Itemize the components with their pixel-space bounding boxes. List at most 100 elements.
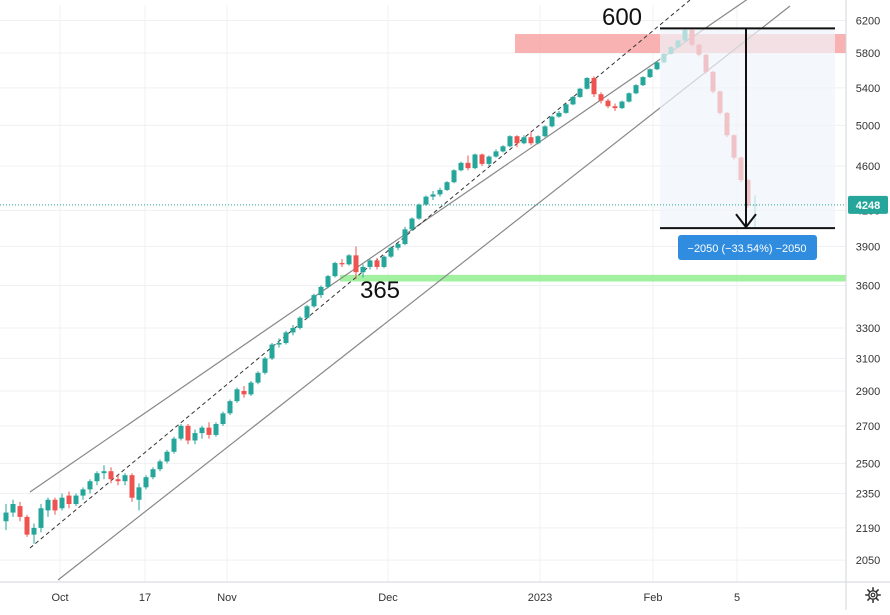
y-tick-label: 2050 [856,555,880,567]
y-tick-label: 6200 [856,15,880,27]
candle-body [549,116,555,127]
candle-body [507,136,513,147]
candle-body [514,136,520,144]
candle-body [402,229,408,245]
candle-body [262,358,268,373]
measure-area [660,28,835,229]
candle-body [353,255,359,273]
candle-body [220,413,226,425]
candle-body [360,266,366,273]
candle-body [178,425,184,439]
settings-button[interactable] [862,584,884,606]
candle-body [248,382,254,395]
y-tick-label: 2700 [856,421,880,433]
candle-body [241,390,247,395]
candle-body [115,479,121,482]
candle-body [388,247,394,257]
y-tick-label: 4600 [856,161,880,173]
candle-body [598,94,604,101]
y-tick-label: 3100 [856,353,880,365]
candle-body [101,471,107,474]
candle-body [395,244,401,248]
y-tick-label: 2900 [856,386,880,398]
candle-body [367,260,373,267]
candle-body [409,218,415,230]
candle-body [647,69,653,78]
x-tick-label: Dec [378,592,398,604]
candle-body [59,497,65,509]
annotation-label: 365 [360,277,400,304]
candle-body [10,504,16,513]
candle-body [136,487,142,500]
candle-body [479,154,485,164]
candle-body [640,77,646,86]
candle-body [255,372,261,383]
x-tick-label: Feb [644,592,663,604]
candle-body [234,389,240,402]
candle-body [563,104,569,113]
y-tick-label: 5000 [856,120,880,132]
candle-body [227,401,233,414]
candle-body [458,162,464,171]
candle-body [17,506,23,517]
candle-body [437,189,443,195]
candle-body [3,512,9,522]
candle-body [535,136,541,144]
candle-body [500,146,506,152]
candle-body [171,438,177,452]
candle-body [423,196,429,205]
measure-label: −2050 (−33.54%) −2050 [688,243,807,255]
candle-body [164,451,170,462]
annotation-label: 600 [602,4,642,31]
candle-body [157,461,163,470]
candle-body [318,286,324,296]
support-zone [340,274,846,282]
candle-body [297,317,303,328]
measure-arrow-head [735,213,757,229]
candle-body [206,427,212,435]
y-tick-label: 2350 [856,489,880,501]
candle-body [626,93,632,102]
y-tick-label: 3300 [856,323,880,335]
candle-body [486,156,492,164]
candle-body [374,260,380,267]
candle-body [94,473,100,482]
candle-body [577,88,583,97]
candle-body [73,495,79,505]
candle-body [129,475,135,498]
candle-body [185,425,191,441]
candle-body [605,100,611,107]
measure-label-box [678,235,817,260]
channel-middle [29,0,691,549]
last-price-badge [848,195,888,214]
candle-body [570,96,576,105]
candle-body [150,469,156,478]
candle-body [143,477,149,488]
candle-body [444,182,450,190]
candle-body [304,306,310,318]
candle-body [619,101,625,109]
y-tick-label: 5400 [856,83,880,95]
x-tick-label: 17 [139,592,151,604]
candle-body [556,112,562,117]
y-tick-label: 5800 [856,48,880,60]
candle-body [325,276,331,287]
annotations: 600 365 [360,4,642,304]
candle-body [283,332,289,343]
candle-body [633,85,639,94]
gear-icon [865,587,881,603]
candle-body [52,499,58,511]
candle-body [612,106,618,109]
candle-body [430,194,436,197]
candle-body [87,481,93,490]
candle-body [269,344,275,359]
candle-body [584,78,590,89]
candle-body [66,495,72,505]
y-tick-label: 2500 [856,458,880,470]
x-tick-label: 5 [734,592,740,604]
candle-body [290,327,296,333]
x-tick-label: 2023 [528,592,552,604]
